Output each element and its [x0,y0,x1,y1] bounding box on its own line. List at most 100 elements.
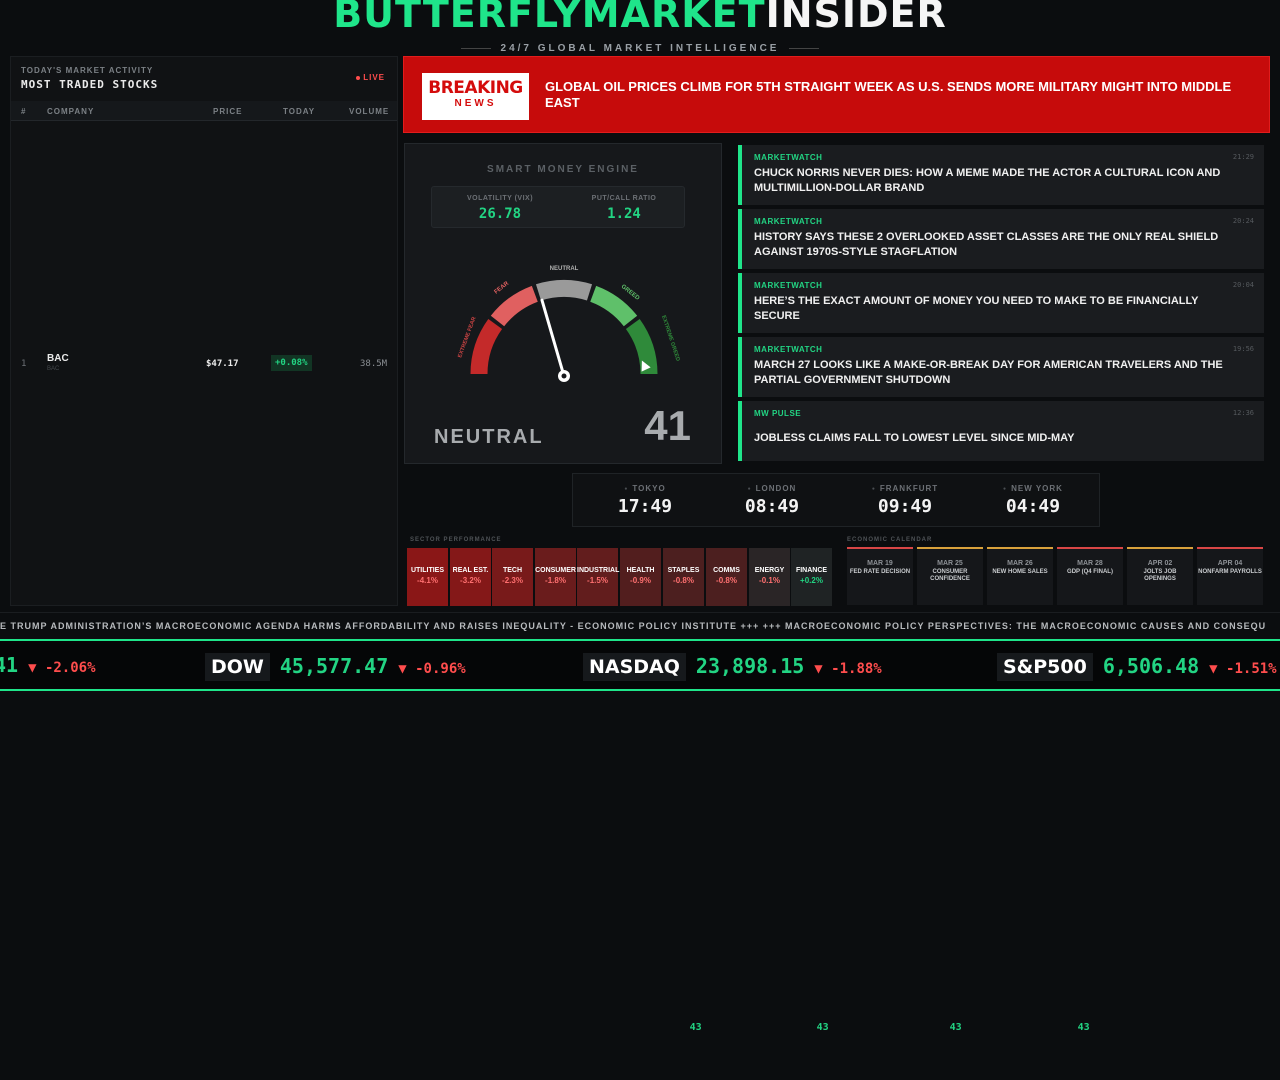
clock-city: TOKYO [585,484,705,493]
index-item: 41 ▼ -2.06% [0,653,96,677]
sector-pct: -0.9% [630,576,651,585]
sector-pct: -1.5% [587,576,608,585]
news-source: MARKETWATCH [754,153,823,162]
breaking-headline[interactable]: GLOBAL OIL PRICES CLIMB FOR 5TH STRAIGHT… [545,79,1232,110]
event-date: MAR 19 [867,560,893,567]
event-desc: NONFARM PAYROLLS [1198,569,1262,575]
panel-title: MOST TRADED STOCKS [21,78,159,91]
badge-line2: NEWS [454,98,497,109]
event-accent-bar [917,547,983,549]
clock-london: LONDON 08:49 43 [712,474,832,1033]
sector-pct: +0.2% [800,576,823,585]
sme-metrics-box: VOLATILITY (VIX) 26.78 PUT/CALL RATIO 1.… [431,186,685,228]
index-ticker: 41 ▼ -2.06% DOW 45,577.47 ▼ -0.96% NASDAQ 23… [0,639,1280,691]
clock-tokyo: TOKYO 17:49 43 [585,474,705,1033]
gauge-label-extreme-greed: EXTREME GREED [660,315,680,362]
table-row[interactable]: 1 BAC BAC $47.17 +0.08% 38.5M [11,347,397,383]
news-time: 19:56 [1232,345,1254,353]
news-source: MW PULSE [754,409,802,418]
row-price: $47.17 [206,359,239,369]
clock-time: 04:49 [1005,496,1061,517]
news-headline[interactable]: JOBLESS CLAIMS FALL TO LOWEST LEVEL SINC… [754,432,1075,444]
sector-tile[interactable]: TECH -2.3% [492,548,533,606]
index-value: 45,577.47 [279,654,389,678]
brand-part1: BUTTERFLYMARKET [333,0,766,36]
col-company[interactable]: COMPANY [47,107,95,116]
clock-new-york: NEW YORK 04:49 43 [973,474,1093,1033]
gauge-segment-extreme-greed [625,319,658,375]
sector-tile[interactable]: INDUSTRIAL -1.5% [577,548,619,606]
breaking-news-banner[interactable]: BREAKING NEWS GLOBAL OIL PRICES CLIMB FO… [403,56,1270,133]
index-value: 6,506.48 [1102,654,1200,678]
sector-pct: -3.2% [460,576,481,585]
news-time: 20:04 [1232,281,1254,289]
calendar-event[interactable]: MAR 19 FED RATE DECISION [847,547,913,605]
badge-line1: BREAKING [428,78,523,98]
sector-name: CONSUMER [535,567,576,574]
index-name: DOW [205,653,270,681]
sector-pct: -1.8% [545,576,566,585]
calendar-event[interactable]: MAR 28 GDP (Q4 FINAL) [1057,547,1123,605]
news-headline[interactable]: CHUCK NORRIS NEVER DIES: HOW A MEME MADE… [754,167,1221,194]
index-item: DOW 45,577.47 ▼ -0.96% [205,653,466,681]
sector-tile[interactable]: CONSUMER -1.8% [535,548,576,606]
calendar-event[interactable]: MAR 25 CONSUMER CONFIDENCE [917,547,983,605]
breaking-news-badge: BREAKING NEWS [422,73,529,120]
table-header: # COMPANY PRICE TODAY VOLUME [11,101,397,121]
news-item[interactable]: MARKETWATCH 20:24 HISTORY SAYS THESE 2 O… [738,209,1264,269]
sector-tile[interactable]: HEALTH -0.9% [620,548,661,606]
clock-time: 09:49 [877,496,933,517]
put-call-label: PUT/CALL RATIO [591,195,657,202]
index-item: S&P500 6,506.48 ▼ -1.51% [997,653,1277,681]
news-headline[interactable]: HISTORY SAYS THESE 2 OVERLOOKED ASSET CL… [754,231,1219,258]
col-today[interactable]: TODAY [283,107,316,116]
col-price[interactable]: PRICE [213,107,243,116]
vix-label: VOLATILITY (VIX) [466,195,534,202]
calendar-event[interactable]: APR 04 NONFARM PAYROLLS [1197,547,1263,605]
gauge-label-neutral: NEUTRAL [550,266,579,272]
event-accent-bar [987,547,1053,549]
clock-city: LONDON [712,484,832,493]
gauge-segment-greed [589,285,638,327]
sector-tile[interactable]: REAL EST. -3.2% [450,548,491,606]
sector-label: SECTOR PERFORMANCE [410,537,502,543]
header: BUTTERFLYMARKETINSIDER 24/7 GLOBAL MARKE… [0,0,1280,56]
clock-seconds: 43 [949,1022,962,1033]
news-item[interactable]: MARKETWATCH 19:56 MARCH 27 LOOKS LIKE A … [738,337,1264,397]
calendar-event[interactable]: APR 02 JOLTS JOB OPENINGS [1127,547,1193,605]
news-headline[interactable]: HERE’S THE EXACT AMOUNT OF MONEY YOU NEE… [754,295,1199,322]
news-ticker: E TRUMP ADMINISTRATION’S MACROECONOMIC A… [0,612,1280,638]
clock-seconds: 43 [816,1022,829,1033]
calendar-label: ECONOMIC CALENDAR [847,537,933,543]
calendar-event[interactable]: MAR 26 NEW HOME SALES [987,547,1053,605]
gauge-label-greed: GREED [620,284,641,302]
sector-tile[interactable]: ENERGY -0.1% [749,548,790,606]
sector-tile[interactable]: FINANCE +0.2% [791,548,832,606]
gauge-hub-inner [561,373,567,379]
col-rank[interactable]: # [21,107,27,116]
world-clocks: TOKYO 17:49 43 LONDON 08:49 43 FRANKFURT 0… [572,473,1100,1033]
news-item[interactable]: MARKETWATCH 20:04 HERE’S THE EXACT AMOUN… [738,273,1264,333]
clock-seconds: 43 [1077,1022,1090,1033]
clock-frankfurt: FRANKFURT 09:49 43 [845,474,965,1033]
sector-tile[interactable]: COMMS -0.8% [706,548,747,606]
news-item[interactable]: MW PULSE 12:36 JOBLESS CLAIMS FALL TO LO… [738,401,1264,461]
event-date: MAR 28 [1077,560,1103,567]
event-desc: CONSUMER CONFIDENCE [930,569,970,582]
live-dot-icon [356,75,361,80]
news-headline[interactable]: MARCH 27 LOOKS LIKE A MAKE-OR-BREAK DAY … [754,359,1223,386]
col-volume[interactable]: VOLUME [349,107,390,116]
gauge-segment-neutral [535,280,593,301]
sector-tile[interactable]: STAPLES -0.8% [663,548,704,606]
index-name: S&P500 [997,653,1093,681]
sector-name: HEALTH [626,567,655,574]
sector-tile[interactable]: UTILITIES -4.1% [407,548,448,606]
news-item[interactable]: MARKETWATCH 21:29 CHUCK NORRIS NEVER DIE… [738,145,1264,205]
event-accent-bar [1127,547,1193,549]
brand-part2: INSIDER [765,0,947,36]
sector-name: COMMS [713,567,740,574]
brand-logo: BUTTERFLYMARKETINSIDER [0,0,1280,38]
row-change-badge: +0.08% [271,355,312,371]
fear-greed-gauge: EXTREME FEAR FEAR NEUTRAL GREED EXTREME … [457,266,681,382]
put-call-value: 1.24 [607,206,641,222]
